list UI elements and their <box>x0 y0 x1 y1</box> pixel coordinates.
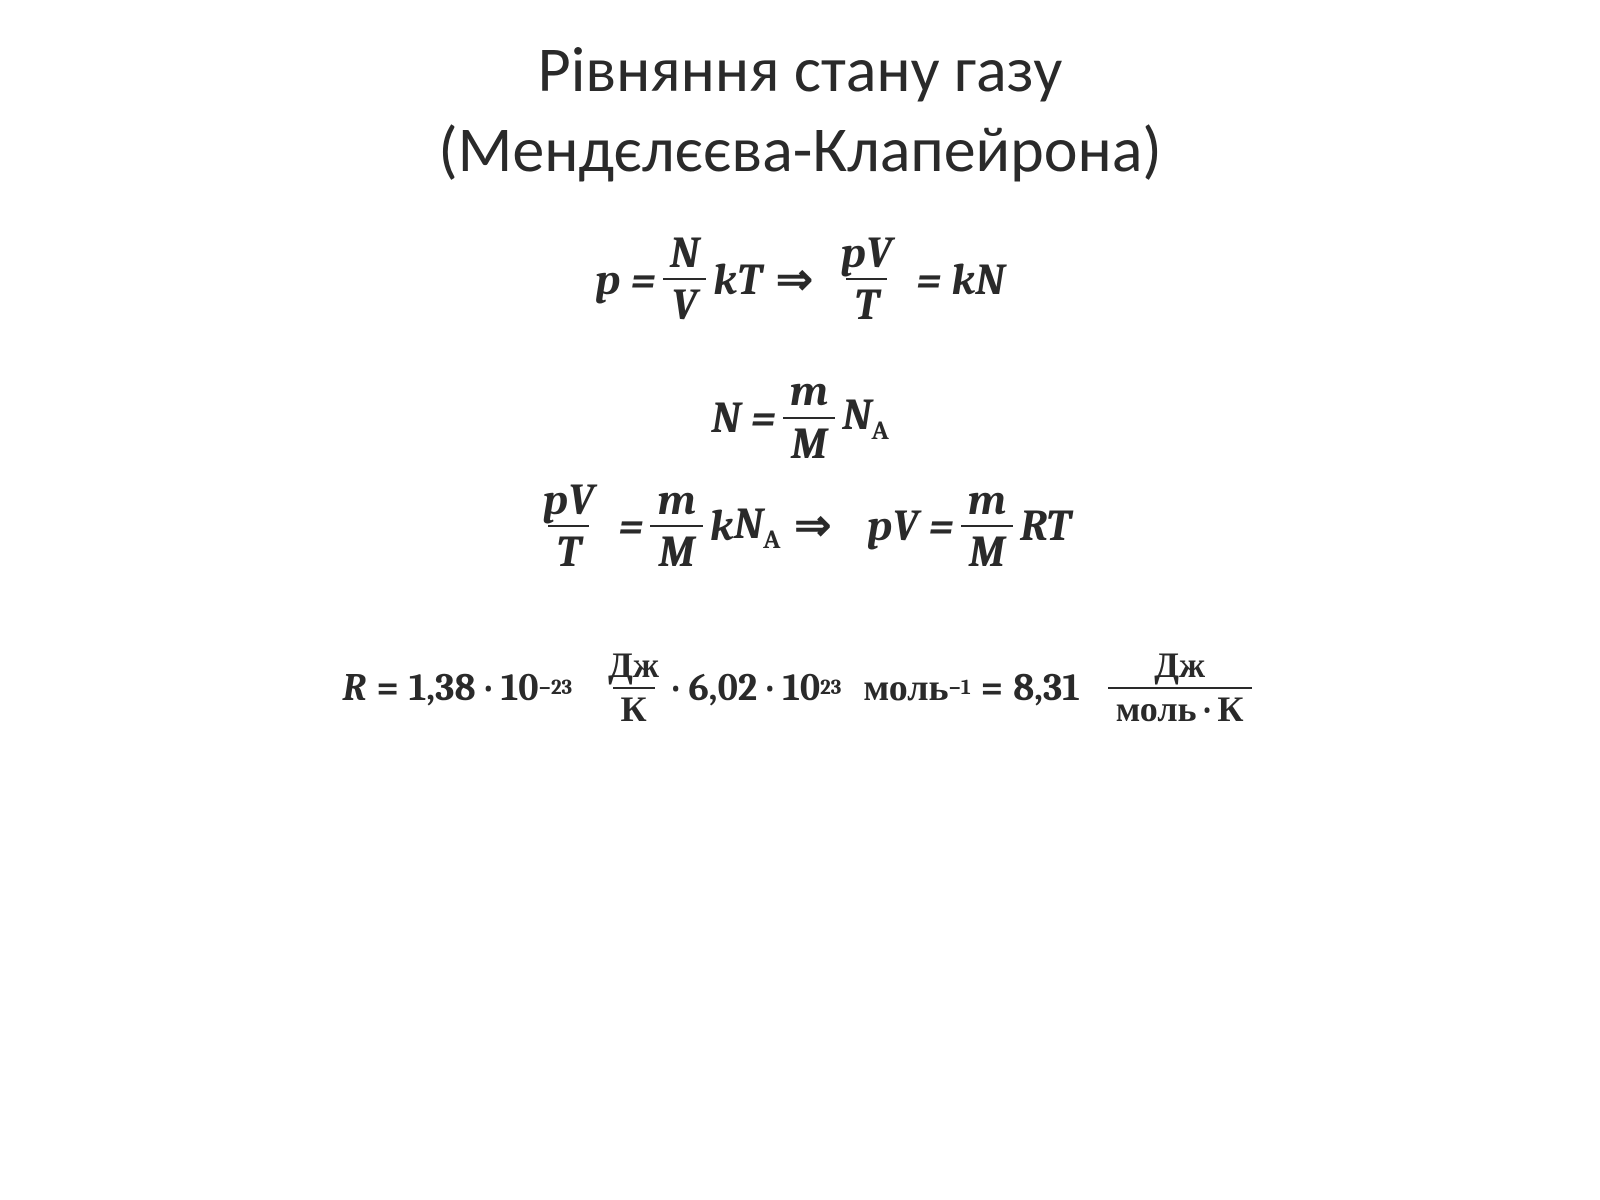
eq3-frac-mM-2-num: m <box>960 477 1014 525</box>
eq4-dot1: · <box>486 666 491 710</box>
eq4-coef2: 6,02 <box>688 666 757 710</box>
eq1-arrow: ⇒ <box>776 254 813 305</box>
eq2-frac-mM-den: M <box>783 417 835 467</box>
eq3-equals-2: = <box>929 500 954 551</box>
eq3-RT: RT <box>1020 500 1071 551</box>
equations-block: p = N V kT ⇒ pV T = kN N = m M NA <box>0 230 1600 729</box>
eq2-equals: = <box>751 392 776 443</box>
eq4-dot3: · <box>767 666 772 710</box>
eq4-dot2: · <box>673 666 678 710</box>
eq1-kN: kN <box>951 254 1004 305</box>
eq4-mol: моль <box>863 666 948 710</box>
eq4-frac-JmolK-num: Дж <box>1146 647 1213 687</box>
equation-middle-group: N = m M NA pV T = m M k NA <box>529 368 1071 585</box>
eq2-frac-mM: m M <box>782 368 836 466</box>
eq3-NA-base: N <box>734 498 763 549</box>
eq4-frac-JK-den: К <box>613 687 655 729</box>
eq4-base1: 10 <box>501 666 539 710</box>
eq2-frac-mM-num: m <box>782 368 836 416</box>
eq1-frac-pVT-num: pV <box>833 230 900 278</box>
eq3-arrow: ⇒ <box>794 500 831 551</box>
eq1-frac-pVT-den: T <box>846 278 887 328</box>
eq4-R: R <box>342 666 366 710</box>
eq4-equals-1: = <box>376 666 399 710</box>
eq1-kT: kT <box>713 254 762 305</box>
eq1-frac-NV-den: V <box>663 278 705 328</box>
equation-1: p = N V kT ⇒ pV T = kN <box>595 230 1004 328</box>
eq4-coef1: 1,38 <box>409 666 476 710</box>
eq4-base2: 10 <box>782 666 820 710</box>
eq3-frac-mM-1: m M <box>649 477 703 575</box>
eq3-frac-mM-1-num: m <box>649 477 703 525</box>
eq2-NA: NA <box>842 389 889 446</box>
eq4-frac-JmolK-den: моль · К <box>1108 687 1252 729</box>
eq2-NA-sub: A <box>872 415 889 446</box>
eq3-frac-mM-1-den: M <box>650 525 702 575</box>
eq1-equals-1: = <box>631 254 656 305</box>
eq3-NA: NA <box>734 498 781 555</box>
eq4-frac-JK: Дж К <box>600 647 667 729</box>
eq4-frac-JmolK: Дж моль · К <box>1108 647 1252 729</box>
title-line-2: (Мендєлєєва-Клапейрона) <box>0 110 1600 190</box>
eq3-frac-pVT: pV T <box>535 477 602 575</box>
eq4-equals-2: = <box>981 666 1004 710</box>
eq4-frac-JK-num: Дж <box>600 647 667 687</box>
eq3-pV: pV <box>867 500 918 551</box>
eq4-exp2: 23 <box>820 676 841 700</box>
eq3-frac-pVT-num: pV <box>535 477 602 525</box>
equation-4: R = 1,38 · 10−23 Дж К · 6,02 · 1023 моль… <box>342 647 1257 729</box>
slide-title: Рівняння стану газу (Мендєлєєва-Клапейро… <box>0 30 1600 190</box>
eq1-frac-pVT: pV T <box>833 230 900 328</box>
eq2-N: N <box>711 392 740 443</box>
eq1-frac-NV-num: N <box>662 230 707 278</box>
eq3-frac-mM-2-den: M <box>961 525 1013 575</box>
eq1-p: p <box>595 254 620 305</box>
eq2-NA-base: N <box>842 389 871 440</box>
equation-2: N = m M NA <box>711 368 889 466</box>
eq3-equals-1: = <box>618 500 643 551</box>
eq3-frac-mM-2: m M <box>960 477 1014 575</box>
eq4-exp3: −1 <box>949 676 971 700</box>
eq4-result: 8,31 <box>1013 666 1080 710</box>
eq3-frac-pVT-den: T <box>548 525 589 575</box>
eq3-NA-sub: A <box>763 523 780 554</box>
equation-3: pV T = m M k NA ⇒ pV = m M RT <box>529 477 1071 575</box>
eq3-k: k <box>710 500 734 551</box>
eq4-exp1: −23 <box>539 676 573 700</box>
eq1-equals-2: = <box>916 254 941 305</box>
eq1-frac-NV: N V <box>662 230 707 328</box>
title-line-1: Рівняння стану газу <box>0 30 1600 110</box>
